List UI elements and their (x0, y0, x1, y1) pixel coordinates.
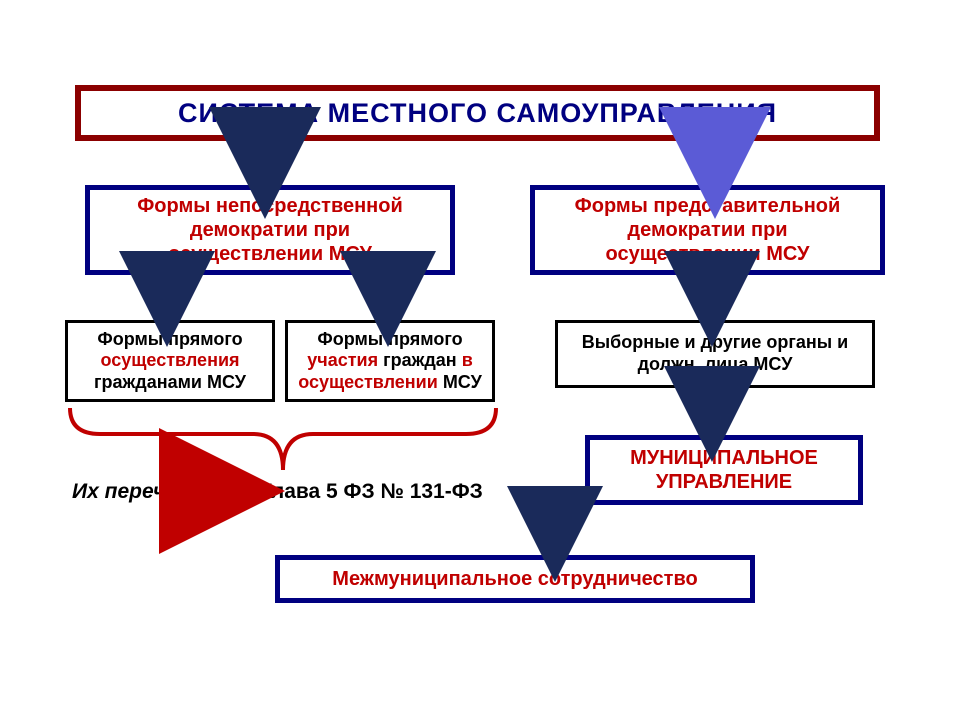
elected-line1: Выборные и другие органы и (582, 332, 848, 354)
municipal-line2: УПРАВЛЕНИЕ (656, 470, 792, 494)
municipal-line1: МУНИЦИПАЛЬНОЕ (630, 446, 818, 470)
direct-participation-box: Формы прямого участия граждан в осуществ… (285, 320, 495, 402)
rep-dem-line1: Формы представительной (575, 194, 841, 218)
municipal-management-box: МУНИЦИПАЛЬНОЕ УПРАВЛЕНИЕ (585, 435, 863, 505)
coop-text: Межмуниципальное сотрудничество (332, 568, 697, 591)
representative-democracy-box: Формы представительной демократии при ос… (530, 185, 885, 275)
curly-bracket (70, 408, 496, 470)
direct-implementation-box: Формы прямого осуществления гражданами М… (65, 320, 275, 402)
direct-dem-line1: Формы непосредственной (137, 194, 403, 218)
direct-dem-line2: демократии при (190, 218, 350, 242)
direct-dem-line3: осуществлении МСУ (168, 242, 372, 266)
elected-line2: должн. лица МСУ (638, 354, 793, 376)
rep-dem-line2: демократии при (627, 218, 787, 242)
direct-part-text: Формы прямого участия граждан в осуществ… (292, 329, 488, 394)
rep-dem-line3: осуществлении МСУ (606, 242, 810, 266)
chapter-label: Глава 5 ФЗ № 131-ФЗ (260, 480, 483, 504)
direct-impl-text: Формы прямого осуществления гражданами М… (72, 329, 268, 394)
elected-bodies-box: Выборные и другие органы и должн. лица М… (555, 320, 875, 388)
direct-democracy-box: Формы непосредственной демократии при ос… (85, 185, 455, 275)
title-box: СИСТЕМА МЕСТНОГО САМОУПРАВЛЕНИЯ (75, 85, 880, 141)
list-label: Их перечень (72, 480, 202, 504)
cooperation-box: Межмуниципальное сотрудничество (275, 555, 755, 603)
title-text: СИСТЕМА МЕСТНОГО САМОУПРАВЛЕНИЯ (178, 98, 777, 129)
